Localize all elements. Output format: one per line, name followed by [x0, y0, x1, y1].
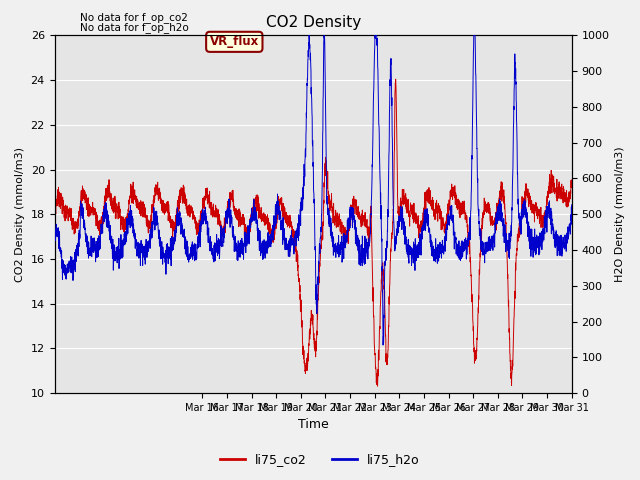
X-axis label: Time: Time	[298, 419, 328, 432]
Legend: li75_co2, li75_h2o: li75_co2, li75_h2o	[215, 448, 425, 471]
Text: No data for f_op_h2o: No data for f_op_h2o	[80, 22, 189, 33]
Y-axis label: H2O Density (mmol/m3): H2O Density (mmol/m3)	[615, 146, 625, 282]
Y-axis label: CO2 Density (mmol/m3): CO2 Density (mmol/m3)	[15, 147, 25, 282]
Title: CO2 Density: CO2 Density	[266, 15, 361, 30]
Text: No data for f_op_co2: No data for f_op_co2	[80, 12, 188, 23]
Text: VR_flux: VR_flux	[210, 36, 259, 48]
